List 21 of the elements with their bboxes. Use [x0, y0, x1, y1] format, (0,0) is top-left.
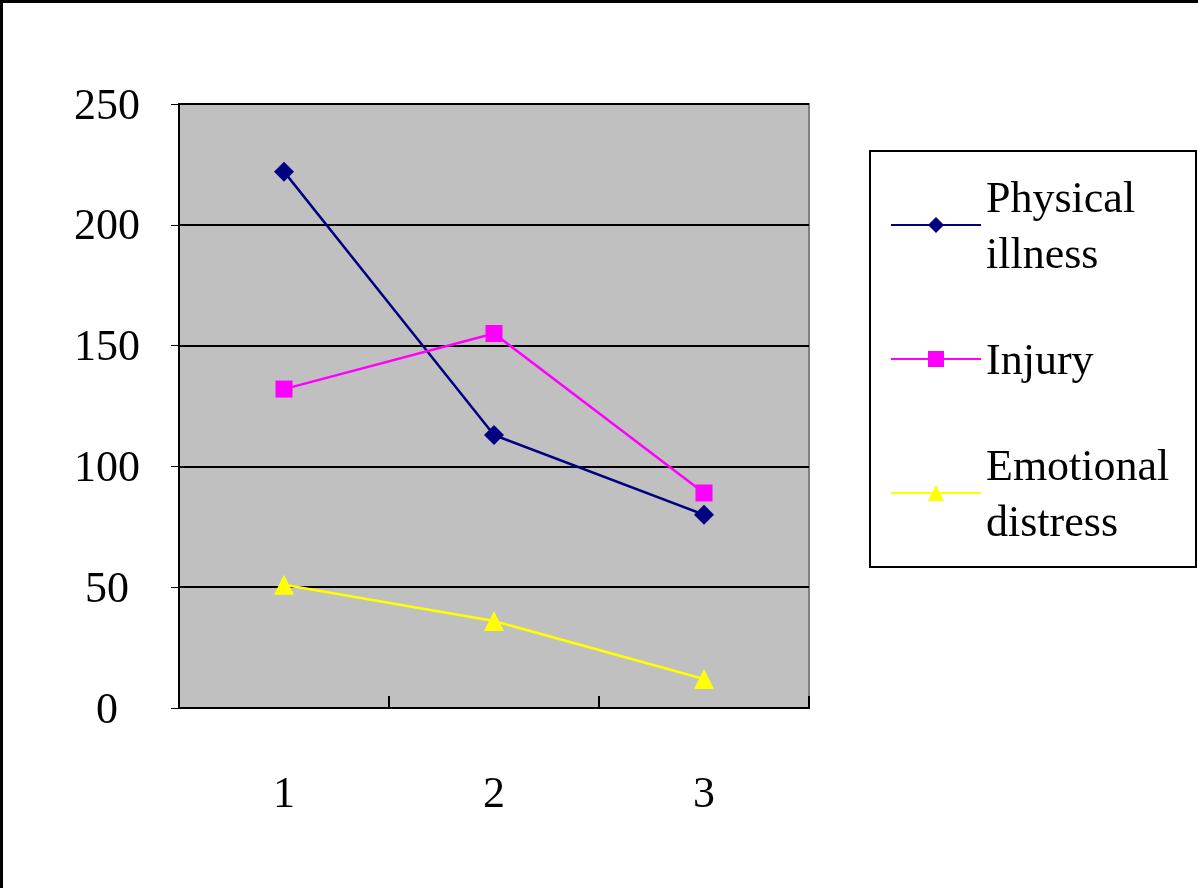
x-tick-label: 2 — [483, 767, 505, 817]
y-tick-label: 50 — [85, 562, 129, 612]
x-tick-label: 1 — [273, 767, 295, 817]
legend-label: Physical illness — [986, 172, 1147, 278]
point — [694, 504, 714, 525]
y-tick-label: 150 — [74, 321, 140, 371]
y-tick-label: 250 — [74, 79, 140, 129]
point — [275, 380, 293, 398]
point — [274, 574, 294, 595]
legend-label: Injury — [986, 334, 1094, 384]
x-tick-label: 3 — [693, 767, 715, 817]
point — [274, 161, 294, 182]
y-tick-label: 200 — [74, 200, 140, 250]
point — [485, 325, 503, 343]
point — [484, 611, 504, 632]
point — [484, 424, 504, 445]
point — [694, 669, 714, 690]
y-tick-label: 0 — [96, 683, 118, 733]
legend-label: Emotional distress — [986, 440, 1181, 546]
y-tick-label: 100 — [74, 441, 140, 491]
point — [695, 484, 713, 502]
